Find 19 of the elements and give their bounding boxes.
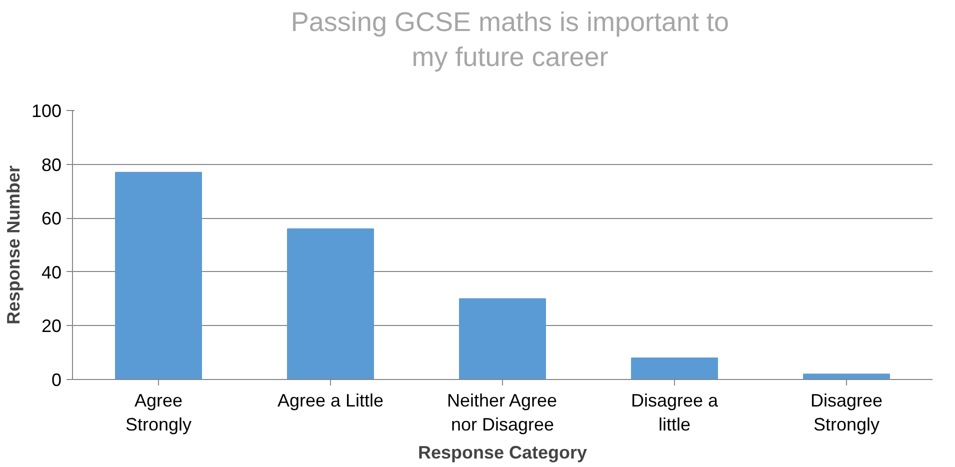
bar bbox=[803, 374, 890, 380]
bar bbox=[631, 357, 718, 380]
bar bbox=[459, 298, 546, 380]
x-tick-label: Disagree a little bbox=[630, 390, 720, 434]
bar bbox=[287, 228, 374, 380]
chart-title: Passing GCSE maths is important to my future career bbox=[290, 6, 730, 74]
x-tick-label: Agree a Little bbox=[277, 390, 384, 410]
y-axis-title: Response Number bbox=[3, 165, 24, 325]
x-tick-label: Disagree Strongly bbox=[810, 390, 883, 434]
y-tick-label: 20 bbox=[41, 316, 62, 336]
y-tick-label: 80 bbox=[41, 154, 62, 175]
y-tick-label: 0 bbox=[51, 370, 62, 390]
y-tick-label: 100 bbox=[31, 101, 62, 121]
x-tick-label: Agree Strongly bbox=[125, 390, 192, 434]
x-axis-title: Response Category bbox=[418, 442, 588, 462]
x-tick-label: Neither Agree nor Disagree bbox=[446, 390, 558, 434]
y-tick-label: 60 bbox=[41, 208, 62, 229]
y-tick-label: 40 bbox=[41, 262, 62, 282]
bar bbox=[115, 172, 202, 380]
